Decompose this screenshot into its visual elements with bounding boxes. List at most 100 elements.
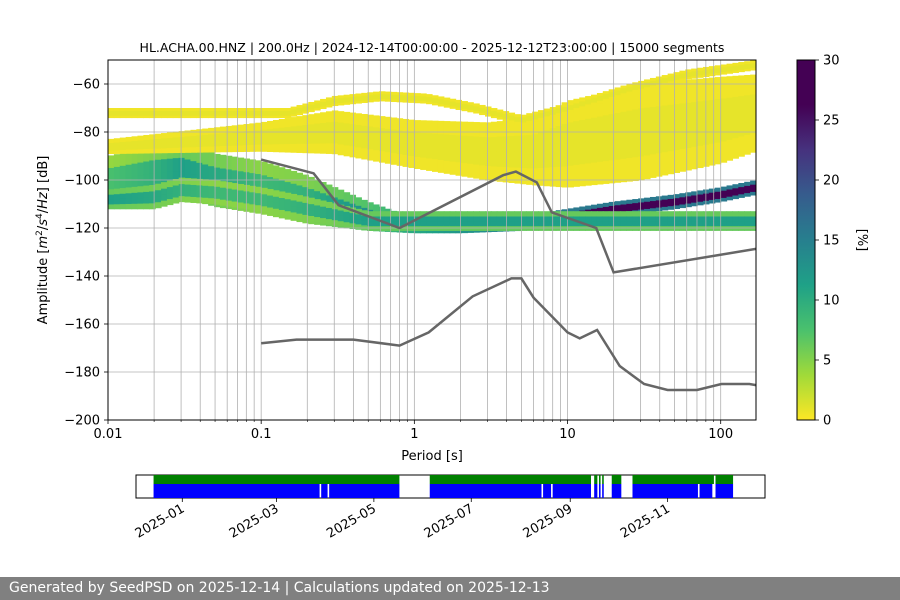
density-cell	[267, 108, 274, 111]
timeline-blue-bar	[632, 484, 698, 498]
density-cell	[143, 185, 150, 192]
density-cell	[420, 93, 427, 97]
density-cell	[455, 107, 463, 110]
density-cell	[208, 179, 215, 187]
density-cell	[420, 98, 427, 102]
density-cell	[390, 152, 398, 165]
density-cell	[255, 115, 262, 119]
density-cell	[667, 194, 675, 199]
density-cell	[479, 122, 486, 137]
density-cell	[373, 149, 380, 162]
density-cell	[485, 136, 492, 152]
density-cell	[496, 114, 504, 118]
density-cell	[732, 62, 739, 66]
density-cell	[343, 94, 351, 98]
density-cell	[137, 135, 144, 141]
density-cell	[714, 187, 722, 192]
density-cell	[190, 135, 197, 142]
density-cell	[614, 87, 622, 91]
density-cell	[661, 81, 669, 106]
density-cell	[596, 211, 604, 217]
density-cell	[744, 75, 751, 96]
density-cell	[573, 207, 580, 212]
timeline-ticks: 2025-01 2025-03 2025-05 2025-07 2025-09 2025-…	[133, 498, 673, 542]
density-cell	[237, 124, 245, 132]
density-cell	[673, 194, 681, 199]
density-cell	[673, 204, 681, 210]
density-cell	[214, 133, 221, 141]
density-cell	[508, 115, 516, 118]
density-cell	[296, 112, 303, 116]
density-cell	[561, 211, 569, 217]
density-cell	[455, 211, 463, 217]
density-cell	[673, 72, 681, 76]
density-cell	[585, 103, 592, 107]
density-cell	[691, 194, 698, 200]
density-cell	[308, 197, 315, 205]
density-cell	[172, 179, 180, 186]
density-cell	[720, 140, 728, 163]
density-cell	[750, 60, 756, 64]
density-cell	[190, 184, 197, 191]
density-cell	[302, 208, 309, 215]
density-cell	[214, 186, 221, 193]
density-cell	[732, 117, 739, 139]
density-cell	[608, 90, 616, 115]
density-cell	[196, 146, 203, 153]
density-cell	[349, 98, 357, 102]
density-cell	[343, 192, 351, 202]
density-cell	[461, 101, 468, 104]
density-cell	[349, 212, 357, 219]
density-cell	[467, 211, 474, 217]
density-cell	[331, 208, 339, 215]
density-cell	[638, 83, 645, 109]
density-cell	[272, 115, 280, 119]
density-cell	[143, 112, 150, 116]
density-cell	[579, 98, 586, 102]
density-cell	[308, 209, 315, 216]
density-cell	[337, 97, 345, 101]
density-cell	[166, 115, 174, 119]
density-cell	[278, 197, 286, 204]
y-tick-label: −80	[73, 126, 100, 141]
density-cell	[314, 123, 321, 134]
density-cell	[261, 110, 268, 114]
density-cell	[113, 198, 121, 205]
density-cell	[485, 108, 492, 112]
density-cell	[420, 132, 427, 146]
timeline-blue-bar	[153, 484, 320, 498]
density-cell	[750, 187, 756, 192]
density-cell	[231, 110, 239, 114]
density-cell	[443, 134, 451, 148]
density-cell	[449, 103, 457, 107]
density-cell	[655, 152, 663, 177]
density-cell	[667, 216, 675, 222]
density-cell	[355, 197, 362, 206]
density-cell	[202, 191, 209, 198]
density-cell	[402, 99, 410, 103]
density-cell	[290, 106, 298, 110]
density-cell	[149, 159, 156, 174]
density-cell	[225, 168, 233, 183]
density-cell	[632, 109, 639, 134]
density-cell	[632, 87, 639, 91]
density-cell	[384, 211, 392, 217]
density-cell	[320, 122, 327, 134]
density-cell	[502, 220, 510, 227]
density-cell	[591, 117, 598, 141]
density-cell	[602, 211, 610, 217]
density-cell	[420, 211, 427, 217]
density-cell	[685, 79, 692, 103]
density-cell	[473, 103, 480, 107]
density-cell	[214, 180, 221, 187]
density-cell	[119, 108, 127, 111]
density-cell	[190, 108, 197, 111]
density-cell	[502, 135, 510, 152]
density-cell	[378, 116, 386, 129]
density-cell	[125, 145, 133, 150]
density-cell	[125, 187, 133, 194]
density-cell	[543, 113, 551, 117]
density-cell	[420, 100, 427, 104]
density-cell	[325, 184, 333, 196]
density-cell	[261, 143, 268, 152]
